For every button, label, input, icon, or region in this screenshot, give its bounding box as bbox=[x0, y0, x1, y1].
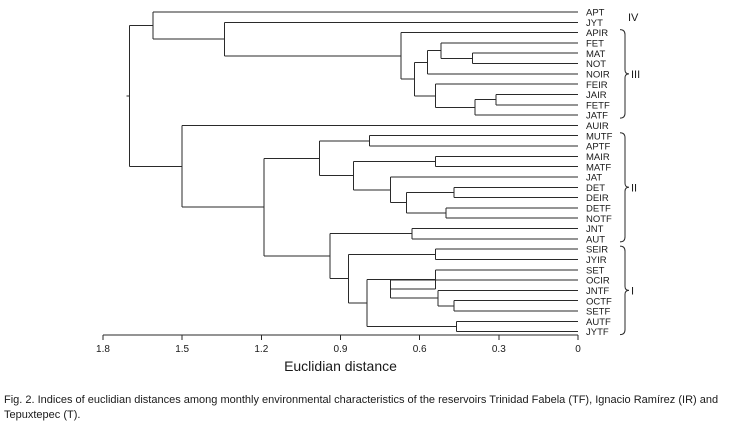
figure-caption: Fig. 2. Indices of euclidian distances a… bbox=[4, 394, 719, 421]
x-axis-title: Euclidian distance bbox=[284, 358, 397, 374]
x-tick-label: 0.9 bbox=[334, 344, 348, 355]
x-tick-label: 1.5 bbox=[175, 344, 189, 355]
group-bracket bbox=[619, 132, 630, 243]
group-label: III bbox=[631, 69, 640, 81]
leaf-label: JYIR bbox=[586, 255, 607, 266]
leaf-label: MATF bbox=[586, 162, 611, 173]
leaf-label: NOIR bbox=[586, 69, 610, 80]
group-label: IV bbox=[628, 12, 639, 24]
group-bracket bbox=[619, 29, 630, 119]
leaf-label: AUT bbox=[586, 234, 605, 245]
leaf-label: DET bbox=[586, 183, 605, 194]
leaf-label: JNT bbox=[586, 224, 604, 235]
x-tick-label: 1.8 bbox=[96, 344, 110, 355]
leaf-label: DETF bbox=[586, 203, 611, 214]
leaf-label: APTF bbox=[586, 142, 610, 153]
leaf-label: MAIR bbox=[586, 152, 610, 163]
group-bracket bbox=[619, 245, 630, 336]
group-label: I bbox=[631, 285, 634, 297]
leaf-label: OCIR bbox=[586, 276, 610, 287]
leaf-label: JATF bbox=[586, 111, 608, 122]
leaf-label: APIR bbox=[586, 28, 608, 39]
leaf-label: FET bbox=[586, 39, 604, 50]
leaf-label: MAT bbox=[586, 49, 606, 60]
leaf-label: NOT bbox=[586, 59, 606, 70]
dendrogram-chart: APTJYTAPIRFETMATNOTNOIRFEIRJAIRFETFJATFA… bbox=[96, 8, 640, 374]
leaf-label: SEIR bbox=[586, 245, 608, 256]
x-tick-label: 1.2 bbox=[254, 344, 268, 355]
leaf-label: JYTF bbox=[586, 327, 609, 338]
leaf-label: FETF bbox=[586, 100, 610, 111]
leaf-label: NOTF bbox=[586, 214, 612, 225]
x-tick-label: 0.3 bbox=[492, 344, 506, 355]
x-tick-label: 0 bbox=[575, 344, 581, 355]
x-tick-label: 0.6 bbox=[413, 344, 427, 355]
leaf-label: APT bbox=[586, 8, 605, 19]
leaf-label: OCTF bbox=[586, 296, 612, 307]
leaf-label: JNTF bbox=[586, 286, 609, 297]
leaf-label: MUTF bbox=[586, 131, 613, 142]
leaf-label: JAIR bbox=[586, 90, 607, 101]
leaf-label: SETF bbox=[586, 307, 610, 318]
leaf-label: AUTF bbox=[586, 317, 611, 328]
leaf-label: JYT bbox=[586, 18, 603, 29]
leaf-label: SET bbox=[586, 265, 605, 276]
leaf-label: FEIR bbox=[586, 80, 608, 91]
group-label: II bbox=[631, 182, 637, 194]
leaf-label: JAT bbox=[586, 173, 602, 184]
leaf-label: AUIR bbox=[586, 121, 609, 132]
leaf-label: DEIR bbox=[586, 193, 609, 204]
